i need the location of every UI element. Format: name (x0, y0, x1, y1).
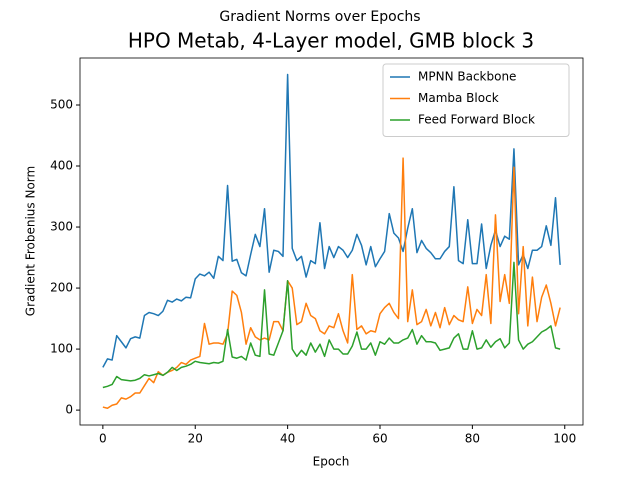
series-line (102, 157, 561, 410)
series-line (102, 73, 561, 368)
y-tick-label: 200 (50, 281, 73, 295)
series-line (102, 261, 561, 389)
axes-frame (79, 57, 584, 426)
x-tick-label: 20 (188, 432, 203, 446)
x-tick-label: 0 (99, 432, 107, 446)
y-tick-label: 400 (50, 159, 73, 173)
chart-title: Gradient Norms over Epochs (219, 9, 420, 25)
y-tick-label: 500 (50, 97, 73, 111)
x-axis-label: Epoch (313, 455, 350, 469)
y-tick-label: 0 (65, 403, 73, 417)
legend-box (382, 63, 570, 137)
legend-label: Mamba Block (418, 91, 499, 105)
x-tick-label: 100 (553, 432, 576, 446)
x-tick-label: 60 (372, 432, 387, 446)
x-tick-label: 40 (280, 432, 295, 446)
legend-label: MPNN Backbone (418, 70, 516, 84)
y-tick-label: 300 (50, 220, 73, 234)
y-axis-label: Gradient Frobenius Norm (24, 166, 38, 316)
legend-label: Feed Forward Block (418, 113, 535, 127)
y-tick-label: 100 (50, 342, 73, 356)
x-tick-label: 80 (465, 432, 480, 446)
chart-subtitle: HPO Metab, 4-Layer model, GMB block 3 (128, 29, 534, 53)
